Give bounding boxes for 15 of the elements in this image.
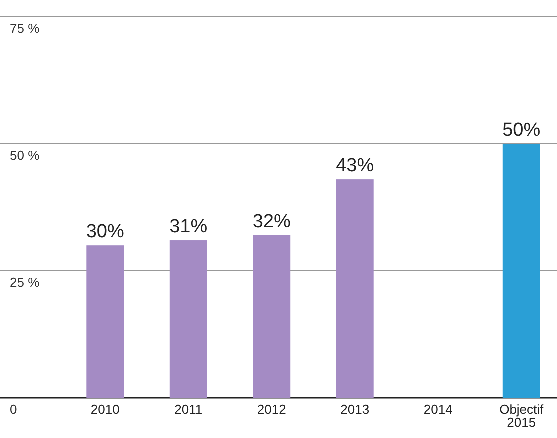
x-tick-label: 2012 <box>257 402 286 417</box>
x-tick-label: 2010 <box>90 402 120 417</box>
data-label: 31% <box>170 216 208 238</box>
y-tick-label: 75 % <box>10 21 40 36</box>
x-tick-label: 2014 <box>424 402 453 417</box>
x-tick-label: 2011 <box>174 402 203 417</box>
data-label: 30% <box>86 222 124 243</box>
x-tick-label: Objectif 2015 <box>500 402 544 430</box>
data-label: 32% <box>252 211 291 232</box>
y-tick-label: 25 % <box>10 275 40 290</box>
y-tick-label: 50 % <box>10 148 40 163</box>
x-tick-label: 2013 <box>340 402 370 417</box>
data-label: 50% <box>502 120 541 141</box>
y-tick-label: 0 <box>10 402 18 417</box>
data-label: 43% <box>336 156 374 177</box>
